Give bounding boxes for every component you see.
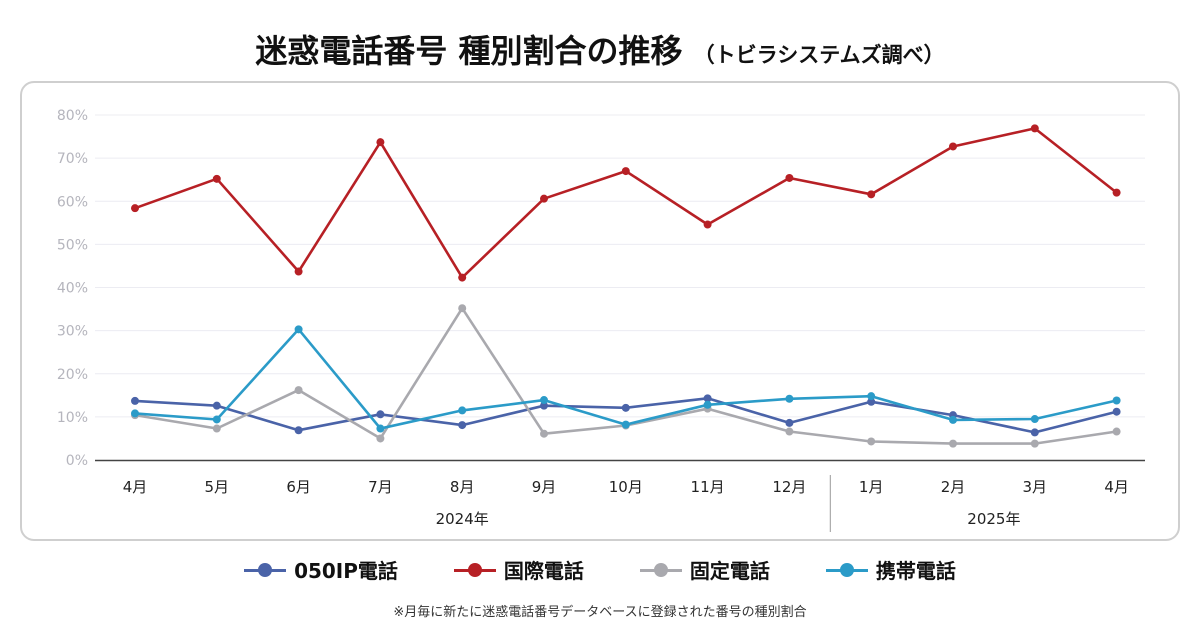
data-point [1030,439,1039,448]
data-point [458,406,467,415]
data-point [376,138,385,147]
data-point [540,401,548,410]
x-tick-label: 3月 [1023,478,1048,496]
x-tick-label: 4月 [1104,478,1129,496]
year-group-label: 2025年 [967,510,1020,528]
chart-title-main: 迷惑電話番号 種別割合の推移 [255,32,683,70]
legend-item-050ip: 050IP電話 [244,555,398,584]
x-tick-label: 7月 [368,478,393,496]
series-line [133,127,1118,279]
data-point [703,400,712,409]
legend-label-landline: 固定電話 [689,559,770,583]
data-point [294,267,303,276]
chart-title-subtitle: （トビラシステムズ調べ） [693,43,945,67]
data-point [294,386,303,395]
x-tick-label: 11月 [691,478,725,496]
data-point [703,220,712,229]
chart-title: 迷惑電話番号 種別割合の推移 （トビラシステムズ調べ） [0,26,1200,72]
data-point [703,394,712,403]
data-point [1030,124,1039,133]
data-point [1030,428,1039,437]
data-point [212,401,221,410]
x-tick-label: 9月 [532,478,557,496]
data-point [212,415,221,424]
x-tick-label: 12月 [772,478,806,496]
data-point [540,429,548,438]
data-point [867,190,876,199]
legend-swatch-050ip [244,562,287,577]
data-point [131,396,139,405]
legend-label-international: 国際電話 [503,559,584,583]
data-point [294,426,303,435]
legend-swatch-international [453,562,496,577]
data-point [458,421,467,430]
data-point [1112,396,1121,405]
data-point [540,194,548,203]
data-point [621,420,630,429]
data-point [785,418,794,427]
year-group-label: 2024年 [436,510,489,528]
y-tick-label: 50% [57,237,88,253]
legend-item-landline: 固定電話 [639,555,770,584]
data-point [131,204,139,213]
legend-swatch-landline [639,562,682,577]
data-point [540,396,548,405]
x-tick-label: 2月 [941,478,966,496]
legend-item-mobile: 携帯電話 [825,555,956,584]
legend-label-050ip: 050IP電話 [294,559,398,583]
y-tick-label: 80% [57,108,88,124]
data-point [376,434,385,443]
data-point [458,273,467,282]
footnote: ※月毎に新たに迷惑電話番号データベースに登録された番号の種別割合 [393,605,807,620]
data-point [949,415,957,424]
series-line [133,327,1118,430]
data-point [294,325,303,334]
y-tick-label: 40% [57,281,88,297]
data-point [867,397,876,406]
data-point [376,424,385,433]
x-tick-label: 8月 [450,478,475,496]
data-point [1030,415,1039,424]
data-point [867,392,876,401]
chart-legend: 050IP電話 国際電話 固定電話 携帯電話 [0,555,1200,584]
y-tick-label: 30% [57,324,88,340]
x-tick-label: 10月 [609,478,643,496]
data-point [458,304,467,313]
data-point [785,427,794,436]
data-point [949,142,957,151]
x-tick-label: 5月 [205,478,230,496]
y-tick-label: 70% [57,151,88,167]
legend-label-mobile: 携帯電話 [875,559,956,583]
y-tick-label: 20% [57,367,88,383]
data-point [949,439,957,448]
data-point [1112,427,1121,436]
data-point [621,167,630,176]
data-point [785,394,794,403]
data-point [212,174,221,183]
data-point [376,410,385,419]
x-tick-label: 6月 [286,478,311,496]
y-tick-label: 10% [57,410,88,426]
y-tick-label: 0% [66,453,88,469]
data-point [867,437,876,446]
data-point [1112,407,1121,416]
data-point [785,173,794,182]
x-tick-label: 4月 [123,478,148,496]
y-tick-label: 60% [57,194,88,210]
legend-swatch-mobile [825,562,868,577]
data-point [621,403,630,412]
data-point [131,409,139,418]
legend-item-international: 国際電話 [453,555,584,584]
data-point [1112,188,1121,197]
data-point [212,424,221,433]
x-tick-label: 1月 [859,478,884,496]
